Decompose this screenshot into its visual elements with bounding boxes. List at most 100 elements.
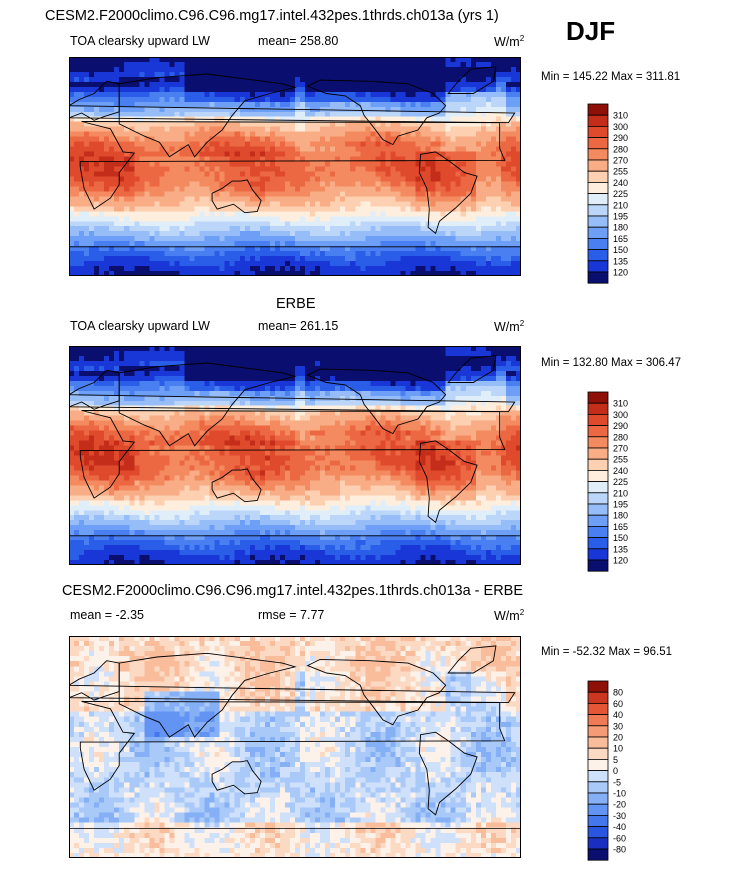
map-cell xyxy=(440,236,447,242)
map-cell xyxy=(179,271,186,276)
map-cell xyxy=(119,151,125,158)
map-cell xyxy=(244,346,251,352)
map-cell xyxy=(69,206,75,212)
map-cell xyxy=(470,246,477,252)
map-cell xyxy=(470,156,477,163)
map-cell xyxy=(139,191,145,197)
map-cell xyxy=(345,251,351,257)
map-cell xyxy=(254,126,261,133)
map-cell xyxy=(114,360,120,367)
map-cell xyxy=(390,126,397,133)
map-cell xyxy=(325,390,331,397)
map-cell xyxy=(340,181,346,188)
map-cell xyxy=(345,261,351,267)
map-cell xyxy=(505,181,512,188)
map-cell xyxy=(385,101,392,108)
map-cell xyxy=(119,91,125,98)
map-cell xyxy=(124,380,130,387)
map-cell xyxy=(440,191,447,197)
map-cell xyxy=(300,166,306,173)
map-cell xyxy=(159,236,166,242)
map-cell xyxy=(274,71,281,78)
map-cell xyxy=(405,201,412,207)
map-cell xyxy=(440,256,447,262)
map-cell xyxy=(415,211,422,217)
map-cell xyxy=(239,111,246,118)
map-cell xyxy=(450,365,457,372)
map-cell xyxy=(480,91,487,98)
map-cell xyxy=(189,196,196,202)
map-cell xyxy=(460,81,467,88)
map-cell xyxy=(214,81,221,88)
map-cell xyxy=(320,76,326,83)
map-cell xyxy=(375,161,381,168)
map-cell xyxy=(490,111,497,118)
map-cell xyxy=(239,71,246,78)
map-cell xyxy=(320,161,326,168)
map-cell xyxy=(104,136,110,143)
map-cell xyxy=(134,380,140,387)
map-cell xyxy=(149,385,155,392)
map-cell xyxy=(435,171,442,178)
map-cell xyxy=(500,156,507,163)
map-cell xyxy=(279,171,286,178)
map-cell xyxy=(400,201,407,207)
map-cell xyxy=(485,186,492,192)
map-cell xyxy=(264,131,271,138)
map-cell xyxy=(284,380,291,387)
map-cell xyxy=(139,370,145,377)
map-cell xyxy=(430,156,437,163)
map-cell xyxy=(109,151,115,158)
map-cell xyxy=(490,57,497,63)
map-cell xyxy=(84,346,90,352)
map-cell xyxy=(234,101,241,108)
map-cell xyxy=(310,350,316,357)
map-cell xyxy=(74,390,80,397)
map-cell xyxy=(510,365,517,372)
map-cell xyxy=(420,251,427,257)
map-cell xyxy=(390,231,397,237)
map-cell xyxy=(300,355,306,362)
map-cell xyxy=(284,141,291,148)
map-cell xyxy=(500,385,507,392)
map-cell xyxy=(470,395,477,402)
map-cell xyxy=(395,370,402,377)
map-cell xyxy=(495,196,502,202)
map-cell xyxy=(279,380,286,387)
map-cell xyxy=(495,171,502,178)
map-cell xyxy=(465,395,472,402)
map-cell xyxy=(239,126,246,133)
map-cell xyxy=(109,246,115,252)
map-cell xyxy=(505,251,512,257)
map-cell xyxy=(109,136,115,143)
map-cell xyxy=(244,256,251,262)
map-cell xyxy=(360,146,366,153)
map-cell xyxy=(410,101,417,108)
map-cell xyxy=(495,136,502,143)
map-cell xyxy=(264,106,271,113)
map-cell xyxy=(360,365,366,372)
map-cell xyxy=(505,126,512,133)
map-cell xyxy=(410,71,417,78)
map-cell xyxy=(204,121,211,128)
map-cell xyxy=(350,121,356,128)
map-cell xyxy=(209,166,216,173)
map-cell xyxy=(74,256,80,262)
map-cell xyxy=(305,81,311,88)
map-cell xyxy=(169,126,176,133)
map-cell xyxy=(184,380,191,387)
map-cell xyxy=(400,395,407,402)
map-cell xyxy=(415,246,422,252)
map-cell xyxy=(400,116,407,123)
map-cell xyxy=(335,231,341,237)
map-cell xyxy=(340,186,346,192)
map-cell xyxy=(204,86,211,93)
map-cell xyxy=(179,246,186,252)
map-cell xyxy=(204,171,211,178)
map-cell xyxy=(335,76,341,83)
map-cell xyxy=(74,146,80,153)
map-cell xyxy=(254,231,261,237)
colorbar-label: 225 xyxy=(613,189,628,199)
map-cell xyxy=(390,101,397,108)
map-cell xyxy=(295,346,301,352)
